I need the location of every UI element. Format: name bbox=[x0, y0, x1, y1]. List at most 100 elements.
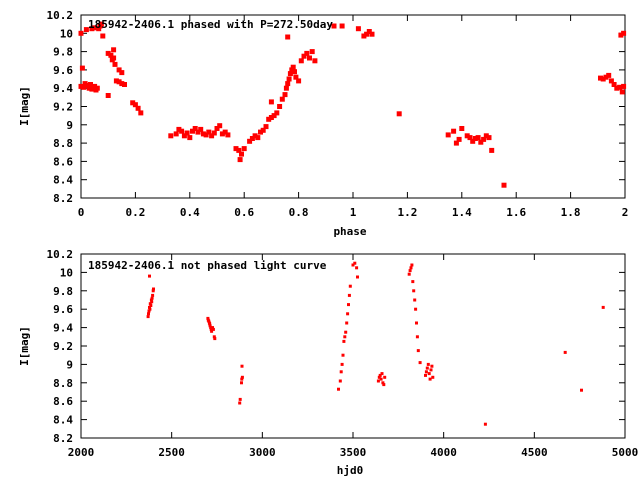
data-point bbox=[208, 322, 212, 326]
data-point bbox=[617, 84, 623, 90]
data-point bbox=[426, 362, 430, 366]
data-point bbox=[445, 132, 451, 138]
data-point bbox=[148, 307, 152, 311]
data-point bbox=[346, 312, 350, 316]
data-point bbox=[222, 129, 228, 135]
data-point bbox=[212, 335, 216, 339]
data-point bbox=[100, 33, 106, 39]
data-point bbox=[501, 182, 507, 188]
x-tick-label: 4500 bbox=[521, 446, 548, 459]
x-tick-labels: 0 0.2 0.4 0.6 0.8 1 1.2 1.4 1.6 1.8 2 bbox=[78, 206, 629, 219]
y-tick-label: 9 bbox=[66, 358, 73, 371]
data-point bbox=[78, 83, 84, 89]
data-point bbox=[339, 370, 343, 374]
y-tick-label: 10.2 bbox=[47, 248, 74, 261]
data-point bbox=[238, 397, 242, 401]
data-point bbox=[339, 23, 345, 29]
data-point bbox=[89, 86, 95, 92]
data-point bbox=[148, 302, 152, 306]
data-point bbox=[424, 370, 428, 374]
data-point bbox=[289, 67, 295, 73]
data-point bbox=[412, 289, 416, 293]
data-point bbox=[266, 116, 272, 122]
x-tick-label: 3500 bbox=[340, 446, 367, 459]
data-point bbox=[213, 337, 217, 341]
data-point bbox=[382, 383, 386, 387]
data-point bbox=[489, 147, 495, 153]
data-point bbox=[414, 307, 418, 311]
data-point bbox=[116, 79, 122, 85]
data-point bbox=[184, 130, 190, 136]
data-point bbox=[379, 377, 383, 381]
data-point bbox=[459, 126, 465, 131]
data-point bbox=[351, 263, 355, 267]
data-point bbox=[481, 136, 487, 142]
data-point bbox=[340, 362, 344, 366]
data-point bbox=[93, 87, 99, 93]
data-point bbox=[105, 50, 111, 56]
data-point bbox=[219, 131, 225, 137]
data-point bbox=[239, 151, 244, 157]
data-point bbox=[364, 31, 370, 37]
data-point bbox=[203, 132, 209, 138]
data-point bbox=[344, 330, 348, 334]
y-tick-labels: 8.2 8.4 8.6 8.8 9 9.2 9.4 9.6 9.8 10 10.2 bbox=[47, 9, 74, 205]
x-tick-label: 5000 bbox=[612, 446, 639, 459]
data-point bbox=[83, 27, 89, 33]
y-tick-label: 8.2 bbox=[53, 432, 73, 445]
x-tick-label: 0.6 bbox=[234, 206, 254, 219]
data-point bbox=[337, 387, 340, 391]
data-point bbox=[122, 82, 127, 87]
y-tick-label: 8.6 bbox=[53, 395, 73, 408]
y-tick-label: 8.6 bbox=[53, 155, 73, 168]
data-point bbox=[237, 157, 243, 163]
data-point bbox=[355, 26, 361, 32]
data-point bbox=[209, 326, 213, 330]
data-point bbox=[238, 401, 242, 405]
data-point bbox=[200, 131, 206, 137]
x-tick-label: 0.2 bbox=[125, 206, 145, 219]
data-point bbox=[376, 379, 380, 383]
data-point bbox=[380, 372, 384, 376]
data-point bbox=[600, 76, 606, 82]
data-point bbox=[96, 26, 102, 32]
data-point bbox=[179, 128, 185, 134]
data-point bbox=[78, 30, 84, 36]
y-tick-label: 8.4 bbox=[53, 174, 73, 187]
data-point bbox=[356, 275, 359, 279]
data-point bbox=[195, 129, 201, 135]
data-point bbox=[415, 321, 418, 325]
data-point bbox=[268, 115, 274, 120]
data-point bbox=[301, 53, 307, 59]
data-point bbox=[285, 34, 291, 40]
data-point bbox=[347, 303, 350, 307]
data-point bbox=[79, 65, 85, 71]
data-point bbox=[176, 126, 182, 132]
data-point bbox=[190, 128, 195, 134]
data-point bbox=[214, 126, 220, 131]
y-tick-label: 10.2 bbox=[47, 9, 74, 22]
data-point bbox=[353, 261, 357, 265]
data-point bbox=[252, 133, 258, 139]
y-axis-label: I[mag] bbox=[18, 326, 31, 366]
y-tick-label: 10 bbox=[60, 266, 73, 279]
data-point bbox=[472, 136, 478, 141]
axis-ticks bbox=[80, 14, 626, 199]
data-point bbox=[409, 266, 413, 270]
x-tick-label: 2 bbox=[622, 206, 629, 219]
data-point bbox=[225, 132, 231, 138]
data-point bbox=[138, 110, 144, 116]
data-point bbox=[240, 377, 244, 381]
data-point bbox=[621, 83, 627, 89]
data-point bbox=[150, 296, 154, 300]
data-point bbox=[146, 315, 150, 319]
data-point bbox=[292, 69, 297, 75]
data-point bbox=[611, 82, 617, 87]
data-point bbox=[312, 58, 318, 64]
data-points bbox=[146, 261, 605, 426]
data-point bbox=[151, 293, 155, 297]
data-point bbox=[429, 368, 433, 372]
data-point bbox=[290, 64, 296, 70]
data-point bbox=[130, 100, 136, 106]
